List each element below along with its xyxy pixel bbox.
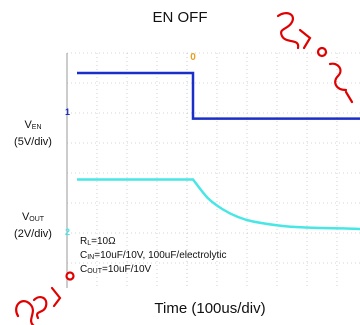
- cout-note: COUT=10uF/10V: [80, 264, 226, 278]
- chart-title: EN OFF: [152, 9, 208, 26]
- rl-sub: L: [87, 240, 92, 247]
- cin-sub: IN: [87, 254, 95, 261]
- ven-trace: [77, 71, 360, 120]
- vout-label-main: V: [21, 211, 30, 223]
- ven-scale: (5V/div): [14, 136, 52, 148]
- trigger-marker: 0: [190, 52, 196, 63]
- cout-main: C: [80, 264, 88, 275]
- ch2-marker: 2: [65, 227, 70, 237]
- x-axis-label: Time (100us/div): [154, 300, 266, 317]
- vout-label: VOUT (2V/div): [6, 210, 60, 242]
- ch1-marker: 1: [65, 107, 70, 117]
- test-conditions: RL=10Ω CIN=10uF/10V, 100uF/electrolytic …: [80, 236, 226, 278]
- vout-scale: (2V/div): [14, 228, 52, 240]
- cout-sub: OUT: [87, 268, 103, 275]
- ven-label-main: V: [24, 119, 32, 131]
- ven-label: VEN (5V/div): [6, 118, 60, 150]
- cout-value: =10uF/10V: [102, 264, 152, 275]
- cin-note: CIN=10uF/10V, 100uF/electrolytic: [80, 250, 226, 264]
- oscilloscope-plot: 0 1 2: [65, 52, 360, 288]
- rl-main: R: [80, 236, 88, 247]
- scope-grid: [66, 52, 360, 288]
- cin-value: =10uF/10V, 100uF/electrolytic: [94, 250, 227, 261]
- cin-main: C: [80, 250, 88, 261]
- vout-trace: [77, 178, 360, 231]
- rl-value: =10Ω: [91, 236, 116, 247]
- rl-note: RL=10Ω: [80, 236, 226, 250]
- ven-label-sub: EN: [31, 124, 42, 131]
- vout-label-sub: OUT: [29, 216, 45, 223]
